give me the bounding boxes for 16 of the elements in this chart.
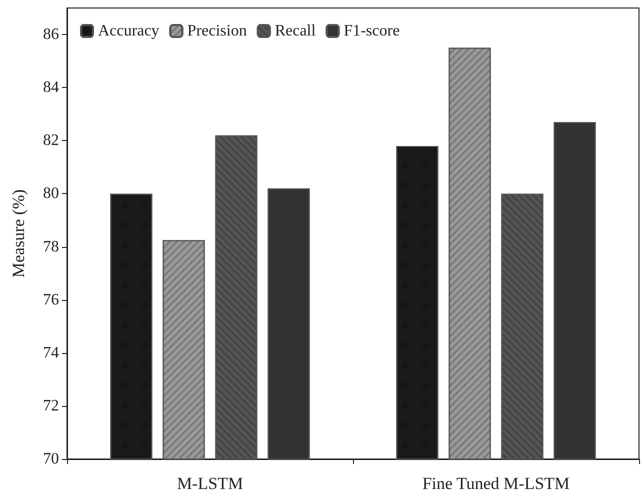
y-tick-label: 74	[43, 344, 59, 362]
legend-label: F1-score	[344, 22, 400, 40]
y-tick-label: 78	[43, 238, 59, 256]
y-tick-label: 84	[43, 79, 59, 96]
y-tick-label: 82	[43, 132, 59, 150]
y-tick-label: 80	[43, 185, 59, 202]
legend-label: Recall	[274, 22, 316, 40]
legend-label: Precision	[187, 22, 247, 40]
legend-label: Accuracy	[98, 22, 160, 40]
y-tick-label: 72	[43, 397, 59, 414]
y-axis-title: Measure (%)	[9, 189, 28, 278]
x-tick-label: M-LSTM	[176, 474, 244, 493]
y-tick-label: 86	[43, 26, 59, 44]
y-tick-label: 70	[43, 450, 59, 468]
y-tick-label: 76	[43, 291, 59, 308]
x-tick-label: Fine Tuned M-LSTM	[422, 474, 570, 493]
